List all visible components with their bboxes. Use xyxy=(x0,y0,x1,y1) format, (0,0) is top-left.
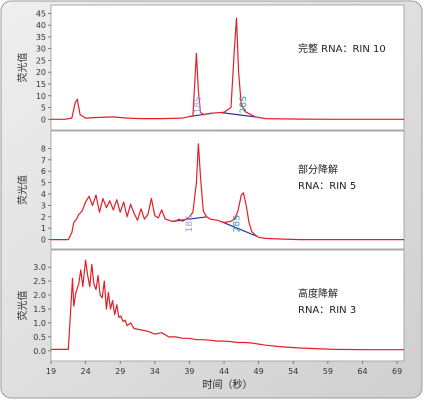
x-tick-label: 34 xyxy=(150,367,160,376)
y-tick-label: 40 xyxy=(36,21,46,30)
y-tick-label: 6 xyxy=(41,167,46,176)
peak-label-28s: 28S xyxy=(232,215,242,232)
x-tick-label: 24 xyxy=(81,367,91,376)
x-axis-label: 时间（秒） xyxy=(203,378,253,391)
y-tick-label: 5 xyxy=(41,104,46,113)
x-tick-label: 54 xyxy=(288,367,298,376)
y-axis-label: 荧光值 xyxy=(16,53,29,83)
annotation-text: 部分降解 xyxy=(298,163,338,176)
y-axis-label: 荧光值 xyxy=(16,175,29,205)
y-tick-label: 45 xyxy=(36,9,46,18)
plot-area xyxy=(50,130,405,250)
y-tick-label: 1 xyxy=(41,224,46,233)
plot-area xyxy=(50,4,405,131)
x-tick-label: 29 xyxy=(115,367,125,376)
x-tick-label: 44 xyxy=(219,367,229,376)
y-tick-label: 35 xyxy=(36,33,46,42)
x-tick-label: 69 xyxy=(392,367,402,376)
peak-baseline xyxy=(172,216,207,222)
peak-label-28s: 28S xyxy=(239,96,249,113)
x-tick-label: 59 xyxy=(323,367,333,376)
peak-label-18s: 18S xyxy=(185,215,195,232)
y-tick-label: 5 xyxy=(41,179,46,188)
y-tick-label: 10 xyxy=(36,92,46,101)
y-tick-label: 20 xyxy=(36,68,46,77)
x-tick-label: 49 xyxy=(254,367,264,376)
y-axis-label: 荧光值 xyxy=(16,291,29,321)
y-tick-label: 7 xyxy=(41,156,46,165)
y-tick-label: 2.0 xyxy=(33,291,46,300)
panel-middle: 0 1 2 3 4 5 6 7 8 荧光值 18S 28S 部分降解 RNA：RIN 5 xyxy=(16,130,405,250)
x-tick-label: 64 xyxy=(357,367,367,376)
y-tick-label: 30 xyxy=(36,45,46,54)
annotation-text: 高度降解 xyxy=(298,287,338,300)
panel-bottom: 0.0 0.5 1.0 1.5 2.0 2.5 3.0 荧光值 高度降解 RNA：RIN 3 xyxy=(16,249,405,362)
y-tick-label: 2.5 xyxy=(33,277,46,286)
panel-top: 0 5 10 15 20 25 30 35 40 45 荧光值 18S 28S 完整 RNA：RIN 10 xyxy=(16,4,405,131)
y-tick-label: 3.0 xyxy=(33,263,46,272)
trace-line-bottom xyxy=(51,259,404,351)
y-tick-label: 2 xyxy=(41,213,46,222)
annotation-text: 完整 RNA：RIN 10 xyxy=(298,42,386,55)
x-tick-label: 39 xyxy=(184,367,194,376)
y-tick-label: 3 xyxy=(41,201,46,210)
y-tick-label: 15 xyxy=(36,80,46,89)
y-tick-label: 1.0 xyxy=(33,319,46,328)
peak-label-18s: 18S xyxy=(194,96,204,113)
y-tick-label: 0.5 xyxy=(33,333,46,342)
annotation-text: RNA：RIN 3 xyxy=(298,305,356,316)
peak-baseline xyxy=(220,220,258,237)
trace-line-top xyxy=(51,17,404,120)
x-tick-label: 19 xyxy=(46,367,56,376)
y-tick-label: 0.0 xyxy=(33,347,46,356)
y-tick-label: 25 xyxy=(36,56,46,65)
annotation-text: RNA：RIN 5 xyxy=(298,181,356,192)
peak-baseline xyxy=(220,111,256,118)
trace-line-middle xyxy=(51,143,404,241)
y-tick-label: 4 xyxy=(41,190,46,199)
y-tick-label: 0 xyxy=(41,236,46,245)
y-tick-label: 8 xyxy=(41,144,46,153)
y-tick-label: 0 xyxy=(41,115,46,124)
y-tick-label: 1.5 xyxy=(33,305,46,314)
